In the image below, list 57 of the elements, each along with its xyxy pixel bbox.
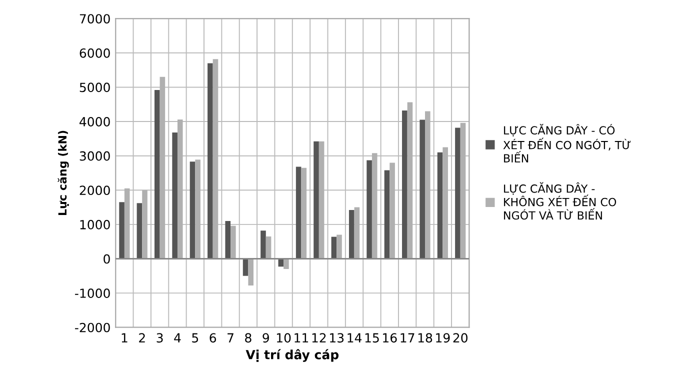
bar	[455, 128, 460, 259]
bar	[119, 202, 124, 259]
bar	[437, 152, 443, 259]
y-axis-title: Lực căng (kN)	[58, 130, 69, 216]
bar	[248, 258, 254, 286]
x-axis-title: Vị trí dây cáp	[246, 349, 339, 362]
bar	[284, 258, 289, 270]
x-tick-label: 6	[210, 333, 216, 343]
bar	[154, 90, 160, 259]
y-tick-label: 6000	[80, 48, 110, 58]
bar	[242, 258, 248, 276]
bar	[402, 110, 408, 259]
x-tick-label: 17	[400, 333, 414, 342]
x-tick-label: 16	[383, 333, 397, 343]
x-tick-label: 1	[122, 333, 128, 342]
y-tick-label: -2000	[75, 322, 110, 332]
bar	[384, 170, 390, 259]
bar	[331, 236, 337, 259]
bar	[208, 63, 213, 259]
x-tick-label: 18	[418, 333, 432, 343]
x-tick-label: 20	[453, 333, 468, 343]
y-tick-label: 1000	[80, 220, 110, 230]
y-tick-label: -1000	[75, 288, 110, 298]
x-tick-label: 10	[276, 333, 291, 343]
bar	[420, 120, 425, 259]
y-tick-label: 0	[104, 254, 110, 264]
y-tick-label: 4000	[80, 116, 110, 126]
legend-label: LỰC CĂNG DÂY - KHÔNG XÉT ĐẾN CO NGÓT VÀ TỪ BIẾN	[504, 182, 616, 220]
bar	[336, 234, 342, 259]
bar	[366, 160, 372, 259]
legend-label: LỰC CĂNG DÂY - CÓ XÉT ĐẾN CO NGÓT, TỪ BIẾN	[503, 124, 631, 162]
bar	[225, 221, 231, 259]
bar	[136, 203, 142, 259]
bar	[190, 162, 196, 259]
x-tick-label: 5	[192, 333, 198, 343]
y-tick-label: 7000	[80, 14, 110, 24]
x-tick-label: 19	[436, 333, 450, 343]
bar	[172, 132, 178, 259]
y-tick-label: 2000	[80, 186, 110, 196]
x-tick-label: 3	[156, 333, 163, 343]
x-tick-label: 15	[365, 333, 379, 343]
bar	[348, 210, 354, 259]
x-tick-label: 12	[312, 333, 326, 342]
bar	[314, 141, 319, 259]
bar	[296, 166, 302, 259]
y-tick-label: 3000	[80, 151, 110, 161]
x-tick-label: 11	[294, 333, 308, 342]
bar	[266, 236, 272, 259]
x-tick-label: 7	[228, 333, 234, 342]
y-tick-label: 5000	[80, 82, 110, 92]
x-tick-label: 2	[139, 333, 145, 342]
x-tick-label: 13	[330, 333, 344, 343]
bar	[260, 230, 266, 259]
x-tick-label: 14	[348, 333, 362, 342]
x-tick-label: 9	[262, 333, 269, 343]
x-tick-label: 4	[174, 333, 181, 342]
x-tick-label: 8	[245, 333, 252, 343]
